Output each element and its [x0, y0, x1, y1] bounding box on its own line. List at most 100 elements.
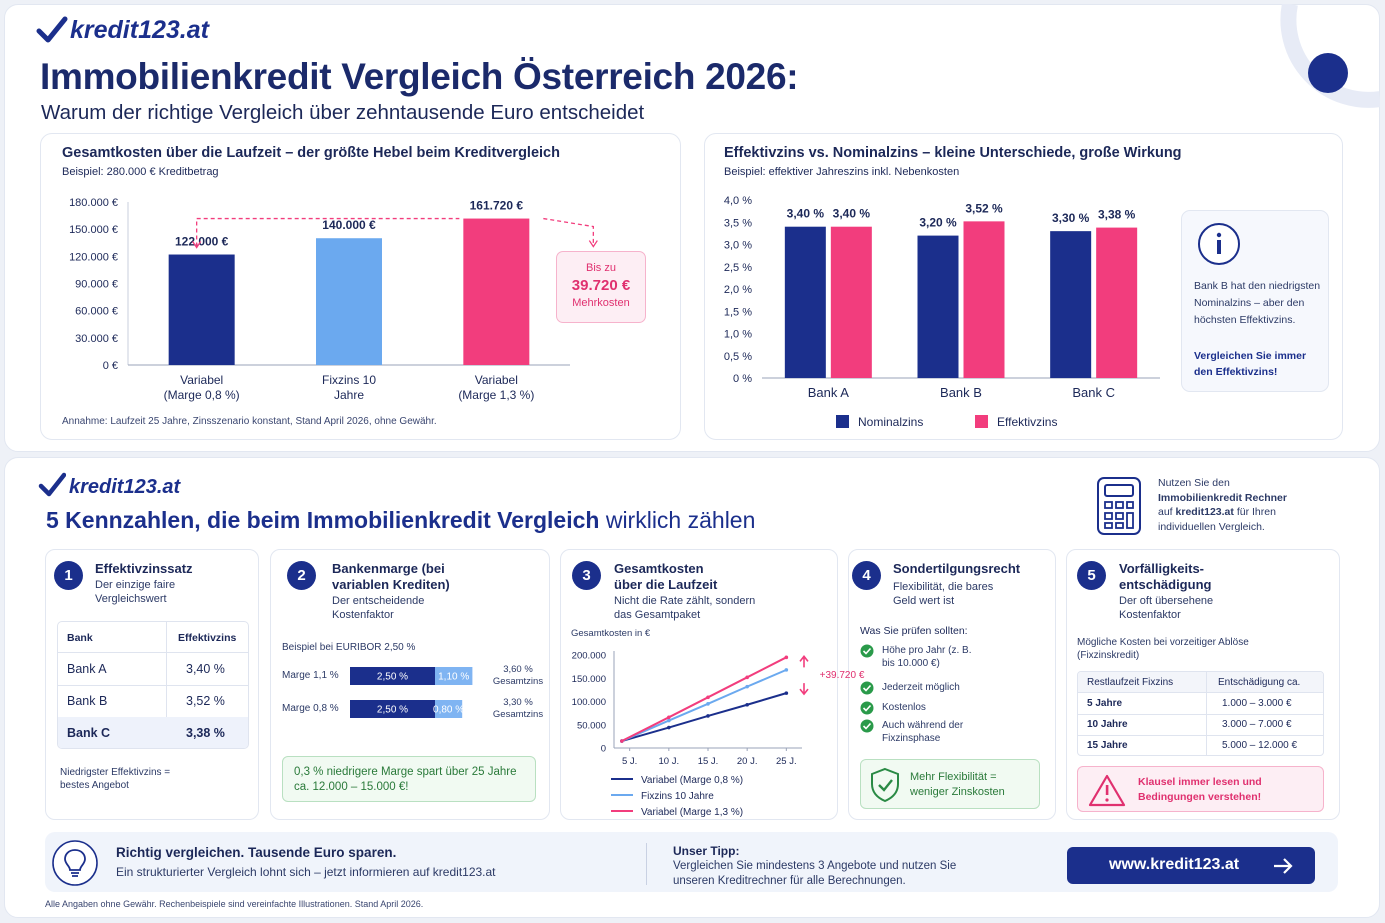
- card-number: 4: [852, 561, 881, 590]
- disclaimer: Alle Angaben ohne Gewähr. Rechenbeispiel…: [45, 899, 424, 909]
- card-title: Vorfälligkeits-entschädigung: [1119, 561, 1212, 592]
- callout: Bis zu 39.720 € Mehrkosten: [556, 251, 646, 323]
- segment-label: 2,50 %: [377, 672, 408, 683]
- card-footer: Niedrigster Effektivzins = bestes Angebo…: [60, 767, 171, 791]
- card-title: Effektivzinssatz: [95, 561, 193, 576]
- point: [706, 695, 710, 700]
- point: [667, 715, 671, 720]
- logo-check: [38, 472, 66, 497]
- chart-subtitle: Beispiel: effektiver Jahreszins inkl. Ne…: [724, 166, 960, 178]
- tip-bold: Immobilienkredit Rechner: [1158, 491, 1287, 504]
- legend-label: Variabel (Marge 0,8 %): [641, 775, 743, 786]
- x-tick-label: 15 J.: [698, 756, 719, 767]
- value-label: 3,38 %: [1098, 208, 1136, 222]
- decor: [1280, 4, 1380, 108]
- card-text: Der oft übersehene Kostenfaktor: [1119, 595, 1214, 621]
- chart-subtitle: Beispiel bei EURIBOR 2,50 %: [282, 642, 416, 653]
- table-divider: [58, 685, 248, 686]
- info-box: Bank B hat den niedrigsten Nominalzins –…: [1181, 210, 1329, 392]
- checklist-item: Höhe pro Jahr (z. B. bis 10.000 €): [882, 645, 972, 669]
- x-tick-label: Fixzins 10 Jahre: [321, 373, 377, 402]
- y-tick-label: 60.000 €: [75, 306, 118, 318]
- logo: kredit123.at: [69, 476, 181, 498]
- y-tick-label: 180.000 €: [69, 197, 118, 209]
- segment-label: 1,10 %: [438, 672, 469, 683]
- bar: [1096, 227, 1138, 378]
- bar-segment: [435, 700, 463, 718]
- check-icon: [860, 719, 874, 733]
- y-tick-label: 0 %: [733, 373, 752, 385]
- x-tick-label: 10 J.: [659, 756, 680, 767]
- point: [784, 655, 789, 660]
- line: [621, 668, 787, 742]
- legend-swatch: [836, 415, 849, 428]
- y-tick-label: 4,0 %: [724, 195, 752, 207]
- info-text: Bank B hat den niedrigsten Nominalzins –…: [1194, 280, 1321, 326]
- callout-arrow: [192, 241, 202, 249]
- bar: [1050, 231, 1092, 378]
- annotation-arrow: [799, 655, 809, 696]
- table-divider: [58, 652, 248, 653]
- legend-label: Variabel (Marge 1,3 %): [641, 807, 743, 818]
- point: [784, 691, 789, 695]
- shield-icon: [871, 767, 899, 803]
- card-title: Gesamtkosten über die Laufzeit: [614, 561, 718, 592]
- section-heading: 5 Kennzahlen, die beim Immobilienkredit …: [46, 507, 755, 534]
- chart-subtitle: Beispiel: 280.000 € Kreditbetrag: [62, 166, 219, 178]
- table-header: Entschädigung ca.: [1218, 677, 1301, 688]
- cta-button[interactable]: www.kredit123.at: [1067, 847, 1315, 884]
- table-cell: 15 Jahre: [1087, 740, 1128, 751]
- value-label: 3,20 %: [919, 216, 957, 230]
- card-intro: Mögliche Kosten bei vorzeitiger Ablöse (…: [1077, 637, 1249, 661]
- decor-dot: [1308, 53, 1348, 93]
- check-icon: [860, 644, 874, 658]
- table-header: Restlaufzeit Fixzins: [1087, 677, 1174, 688]
- card-text: Flexibilität, die bares Geld wert ist: [893, 581, 994, 607]
- y-tick-label: 30.000 €: [75, 333, 118, 345]
- total-label: 3,60 % Gesamtzins: [492, 664, 544, 687]
- table-cell: 3,40 %: [186, 662, 225, 676]
- value-label: 140.000 €: [322, 218, 376, 232]
- x-tick-label: 25 J.: [776, 756, 797, 767]
- table-cell: 3,52 %: [186, 694, 225, 708]
- card-title: Sondertilgungsrecht: [893, 561, 1021, 576]
- badge-text: Mehr Flexibilität = weniger Zinskosten: [910, 771, 1005, 798]
- y-tick-label: 0 €: [103, 360, 118, 372]
- chart-title: Effektivzins vs. Nominalzins – kleine Un…: [724, 145, 1182, 161]
- calculator-icon: [1097, 477, 1141, 535]
- table-cell: 3.000 – 7.000 €: [1222, 719, 1292, 730]
- callout-line: [196, 217, 460, 247]
- warning-icon: [1088, 774, 1126, 807]
- rate-table: Bank Effektivzins Bank A 3,40 % Bank B 3…: [57, 621, 249, 749]
- bar: [830, 226, 872, 378]
- y-tick-label: 120.000 €: [69, 251, 118, 263]
- legend-label: Effektivzins: [997, 415, 1057, 429]
- checklist-item: Jederzeit möglich: [882, 682, 960, 693]
- table-divider: [1206, 672, 1207, 755]
- table-cell: Bank A: [67, 662, 107, 676]
- callout-arrow: [588, 240, 598, 248]
- card-number: 3: [572, 561, 601, 590]
- total-label: 3,30 % Gesamtzins: [492, 697, 544, 720]
- y-tick-label: 150.000 €: [69, 224, 118, 236]
- badge: Mehr Flexibilität = weniger Zinskosten: [860, 759, 1040, 809]
- y-tick-label: 1,0 %: [724, 329, 752, 341]
- segment-label: 2,50 %: [377, 705, 408, 716]
- table-cell: 1.000 – 3.000 €: [1222, 698, 1292, 709]
- x-tick-label: Bank A: [808, 385, 850, 400]
- y-tick-label: Marge 0,8 %: [282, 703, 339, 714]
- bar-segment: [350, 667, 435, 685]
- x-tick-label: Bank C: [1072, 385, 1115, 400]
- value-label: 161.720 €: [470, 199, 524, 213]
- checklist-title: Was Sie prüfen sollten:: [860, 625, 968, 637]
- legend-swatch: [975, 415, 988, 428]
- table-divider: [1078, 714, 1323, 715]
- callout-line: [543, 217, 594, 246]
- chart-note: Annahme: Laufzeit 25 Jahre, Zinsszenario…: [62, 416, 437, 427]
- subtitle: Warum der richtige Vergleich über zehnta…: [41, 101, 645, 124]
- table-cell: 10 Jahre: [1087, 719, 1128, 730]
- point: [745, 675, 749, 680]
- tip-title: Unser Tipp:: [673, 844, 740, 858]
- check-icon: [860, 701, 874, 715]
